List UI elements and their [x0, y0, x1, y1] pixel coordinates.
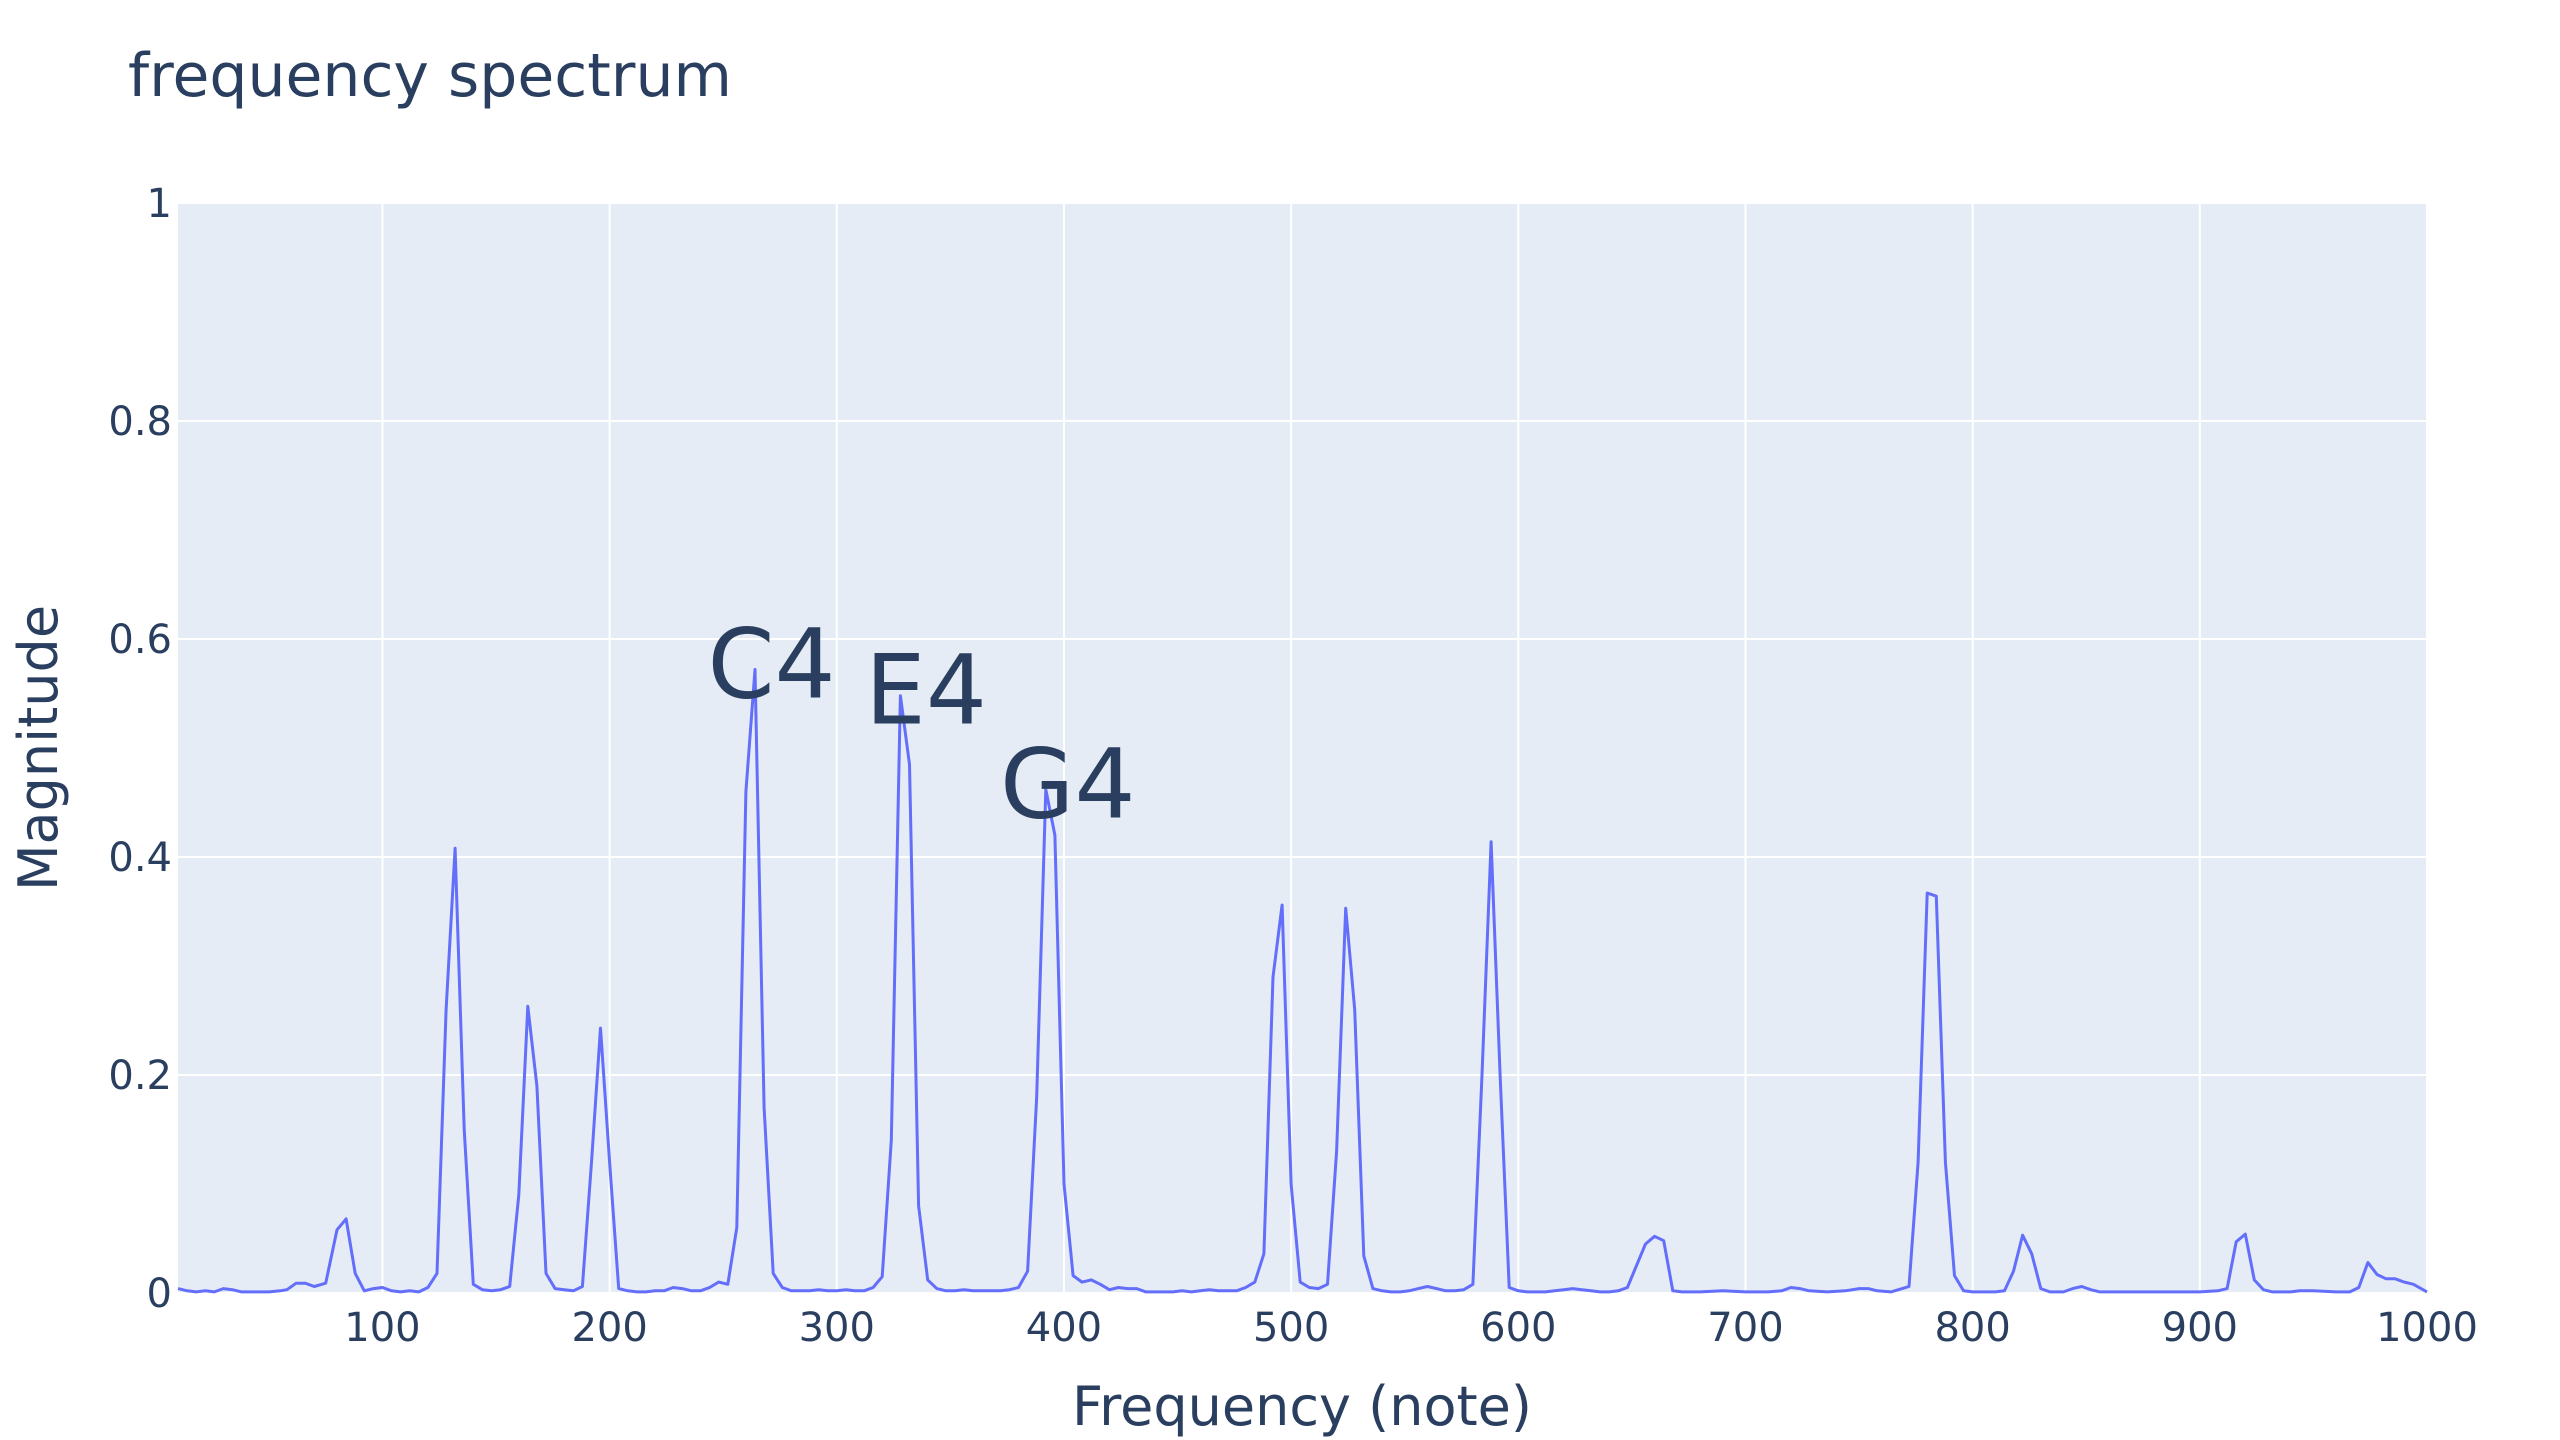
x-tick-label: 900	[2162, 1305, 2238, 1351]
y-tick-label: 0.6	[108, 617, 172, 663]
plot-area	[178, 203, 2427, 1293]
x-tick-label: 700	[1707, 1305, 1783, 1351]
x-tick-label: 800	[1934, 1305, 2010, 1351]
peak-annotation: C4	[708, 609, 836, 721]
x-tick-label: 100	[344, 1305, 420, 1351]
x-tick-label: 1000	[2376, 1305, 2478, 1351]
chart-title: frequency spectrum	[128, 41, 732, 111]
x-tick-label: 400	[1026, 1305, 1102, 1351]
y-tick-label: 0	[147, 1271, 172, 1317]
x-tick-label: 500	[1253, 1305, 1329, 1351]
x-tick-label: 600	[1480, 1305, 1556, 1351]
y-tick-label: 0.2	[108, 1053, 172, 1099]
y-tick-label: 0.8	[108, 399, 172, 445]
x-axis-label: Frequency (note)	[1072, 1375, 1532, 1438]
peak-annotation: G4	[1000, 728, 1135, 840]
x-tick-label: 300	[799, 1305, 875, 1351]
y-tick-label: 0.4	[108, 835, 172, 881]
y-axis-label: Magnitude	[7, 605, 70, 891]
y-tick-label: 1	[147, 181, 172, 227]
peak-annotation: E4	[865, 635, 987, 747]
x-tick-label: 200	[571, 1305, 647, 1351]
